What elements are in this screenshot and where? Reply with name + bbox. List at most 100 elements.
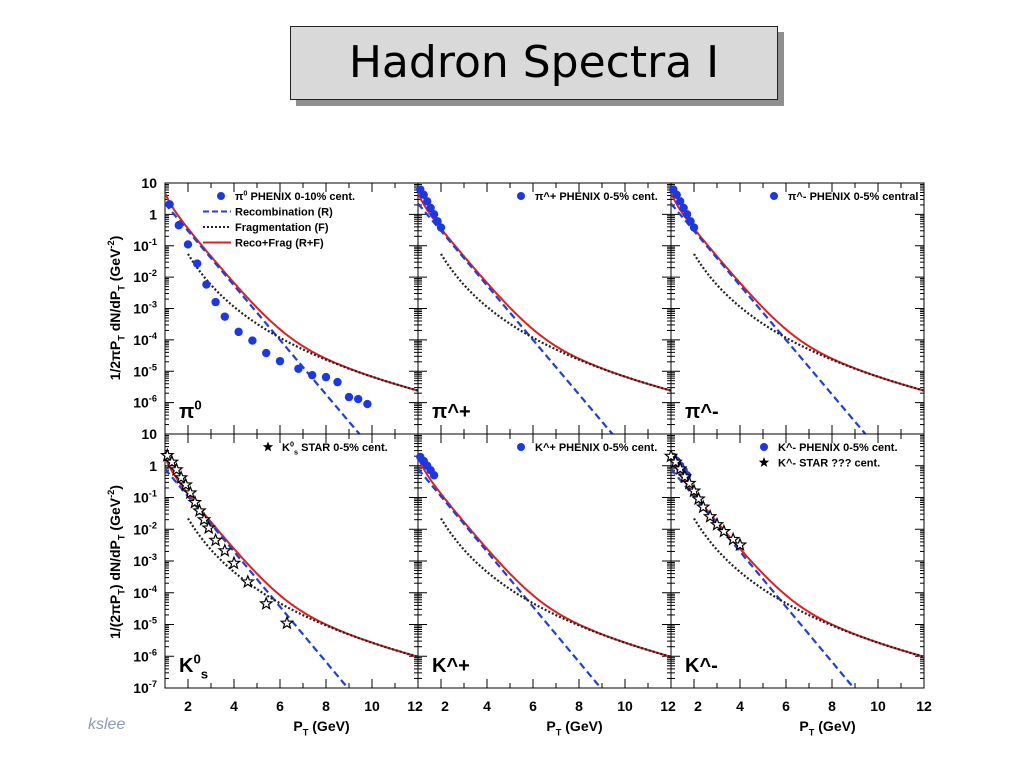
x-tick-label: 6 <box>529 698 537 714</box>
panel-frame <box>164 433 419 689</box>
x-tick-label: 10 <box>364 698 380 714</box>
data-star <box>695 499 711 514</box>
data-star <box>709 516 725 531</box>
y-tick-label: 1 <box>149 458 157 474</box>
data-point <box>429 210 439 219</box>
reco-frag-curve <box>418 456 671 658</box>
y-tick-label: 10 <box>141 426 157 442</box>
data-star <box>217 543 233 557</box>
data-point <box>193 259 202 268</box>
y-tick-label: 10-4​ <box>133 584 158 601</box>
x-tick-label: 10 <box>617 698 633 714</box>
y-tick-label: 10-2​ <box>133 520 157 537</box>
chart-panel: π^+ PHENIX 0-5% cent. π^+ <box>416 182 672 435</box>
curves <box>418 192 671 434</box>
data-star <box>201 520 217 535</box>
data-point <box>429 471 439 480</box>
reco-frag-curve <box>165 192 418 392</box>
legend-marker <box>262 441 274 452</box>
curves <box>165 456 418 688</box>
x-axis-label: PT (GeV) <box>293 718 349 737</box>
panel-frame <box>417 433 672 689</box>
x-tick-label: 6 <box>276 698 284 714</box>
y-tick-label: 10 <box>141 175 157 191</box>
data-star <box>677 469 693 483</box>
data-point <box>679 203 688 213</box>
legend-label: Recombination (R) <box>235 207 333 219</box>
y-tick-label: 10-5​ <box>133 362 157 379</box>
chart-panel: K^+ PHENIX 0-5% cent. K^+ 2 4 6 8 10 12 PT (GeV) <box>416 433 676 737</box>
panel-label: K^- <box>685 655 718 677</box>
data-point <box>689 223 699 232</box>
data-point <box>682 210 692 219</box>
legend-marker <box>770 192 778 200</box>
data-point <box>262 348 271 358</box>
data-star <box>672 461 688 476</box>
x-axis-label: PT (GeV) <box>799 718 855 737</box>
data-point <box>344 392 354 402</box>
legend-label: K^- PHENIX 0-5% cent. <box>778 442 898 454</box>
data-star <box>663 448 679 463</box>
x-tick-label: 8 <box>828 698 836 714</box>
data-star <box>702 508 718 523</box>
y-tick-label: 10-3​ <box>133 552 157 569</box>
legend-label: π^- PHENIX 0-5% central <box>788 191 918 203</box>
x-axis-label: PT (GeV) <box>546 718 602 737</box>
y-tick-label: 10-1​ <box>133 237 157 254</box>
y-tick-label: 10-6​ <box>133 394 157 411</box>
reco-frag-curve <box>671 456 924 658</box>
x-tick-label: 2 <box>441 698 449 714</box>
data-star <box>686 483 702 498</box>
data-star <box>279 615 295 630</box>
curves <box>671 456 924 688</box>
data-point <box>165 200 174 209</box>
panel-frame <box>164 182 419 435</box>
curves <box>165 192 418 434</box>
x-tick-label: 10 <box>870 698 886 714</box>
data-star <box>164 454 180 469</box>
data-star <box>668 454 683 469</box>
panel-label: π^+ <box>432 401 471 423</box>
slide-title: Hadron Spectra I <box>348 37 720 88</box>
reco-frag-curve <box>671 192 924 392</box>
y-tick-label: 10-1​ <box>133 489 157 506</box>
data-star <box>173 469 189 485</box>
panel-frame <box>417 182 672 435</box>
fragmentation-curve <box>440 517 671 658</box>
data-star <box>208 532 223 547</box>
fragmentation-curve <box>693 517 924 658</box>
data-star <box>182 485 198 500</box>
data-star <box>178 477 194 492</box>
data-point <box>433 217 442 226</box>
data-point <box>354 394 363 404</box>
x-tick-label: 4 <box>736 698 744 714</box>
panel-label: π0​ <box>179 398 202 423</box>
data-star <box>682 475 697 490</box>
data-point <box>676 197 685 206</box>
data-point <box>672 190 681 200</box>
chart-panel: 10 1 10-1​ 10-2​ 10-3​ 10-4​ 10-5​ 10-6​ π0 PHEN… <box>133 175 419 435</box>
data-point <box>202 280 211 289</box>
data-star <box>196 511 212 526</box>
legend-label: K0s STAR 0-5% cent. <box>282 439 388 456</box>
footer-author: kslee <box>88 716 126 733</box>
legend-label: Fragmentation (F) <box>235 222 329 234</box>
data-point <box>333 377 342 387</box>
data-point <box>321 372 331 382</box>
data-point <box>308 370 317 380</box>
chart-panel: K^- PHENIX 0-5% cent. K^- STAR ??? cent. K… <box>663 433 932 737</box>
data-point <box>419 190 428 200</box>
reco-frag-curve <box>418 192 671 392</box>
data-point <box>436 223 446 232</box>
fragmentation-curve <box>693 253 924 392</box>
data-point <box>234 327 243 337</box>
x-tick-label: 2 <box>694 698 702 714</box>
panel-label: K0s​ <box>179 652 208 682</box>
data-point <box>183 240 193 249</box>
legend-label: K^+ PHENIX 0-5% cent. <box>535 442 657 454</box>
data-star <box>691 491 706 506</box>
data-point <box>426 203 435 213</box>
legend-marker <box>517 443 525 451</box>
data-point <box>220 312 229 321</box>
x-tick-label: 4 <box>230 698 238 714</box>
